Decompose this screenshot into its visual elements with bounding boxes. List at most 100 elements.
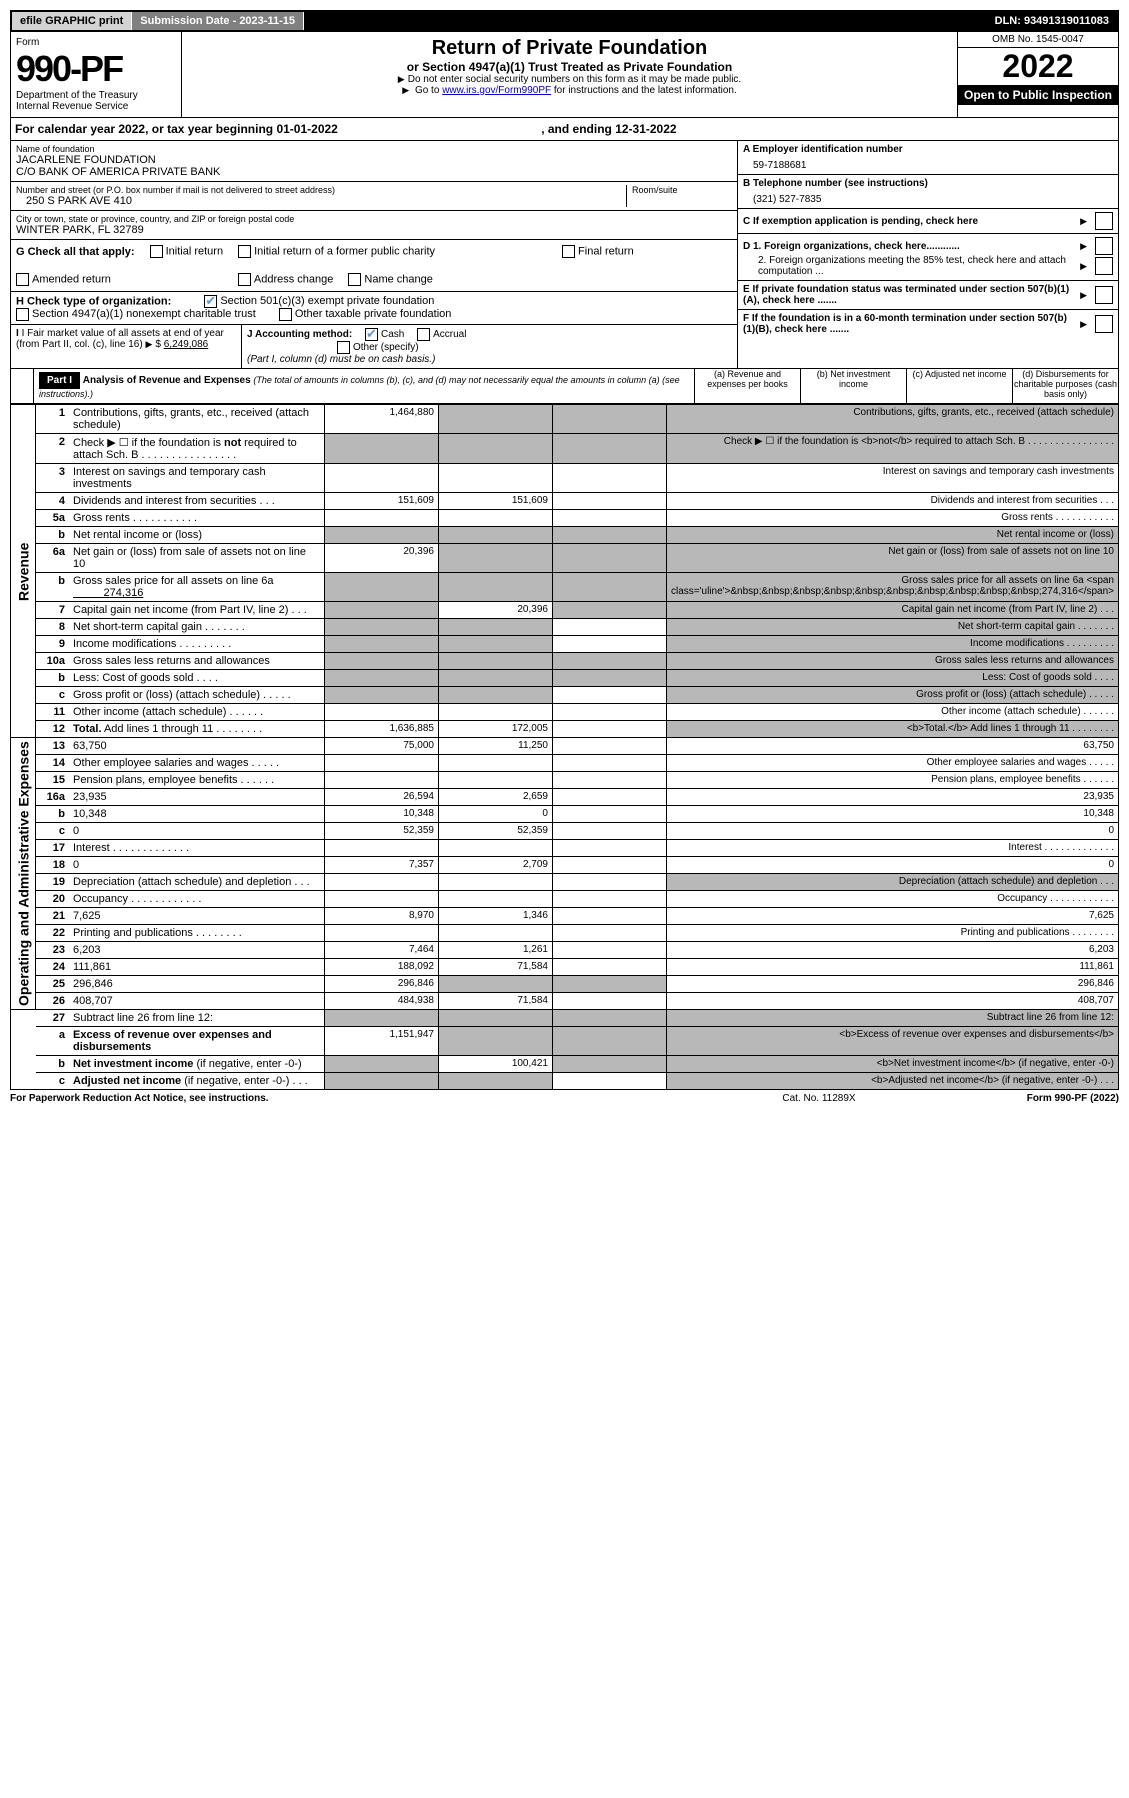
fmv-value: 6,249,086 <box>164 339 209 350</box>
form-number: 990-PF <box>16 48 176 90</box>
amount-cell-a <box>324 670 438 687</box>
table-row: cAdjusted net income (if negative, enter… <box>11 1073 1119 1090</box>
amount-cell-d: Net rental income or (loss) <box>666 527 1118 544</box>
amount-cell-c <box>552 1010 666 1027</box>
amount-cell-c <box>552 1073 666 1090</box>
table-row: 11Other income (attach schedule) . . . .… <box>11 704 1119 721</box>
amount-cell-a: 1,636,885 <box>324 721 438 738</box>
amount-cell-b: 172,005 <box>438 721 552 738</box>
amount-cell-d: Gross rents . . . . . . . . . . . <box>666 510 1118 527</box>
instructions-link[interactable]: www.irs.gov/Form990PF <box>442 85 551 96</box>
amount-cell-d: Income modifications . . . . . . . . . <box>666 636 1118 653</box>
check-initial-former[interactable] <box>238 245 251 258</box>
amount-cell-a <box>324 434 438 464</box>
line-number: 21 <box>36 908 70 925</box>
note-2: Go to www.irs.gov/Form990PF for instruct… <box>187 85 952 96</box>
amount-cell-a: 484,938 <box>324 993 438 1010</box>
table-row: bNet investment income (if negative, ent… <box>11 1056 1119 1073</box>
line-number: 2 <box>36 434 70 464</box>
amount-cell-d: Net gain or (loss) from sale of assets n… <box>666 544 1118 573</box>
table-row: 4Dividends and interest from securities … <box>11 493 1119 510</box>
check-d2[interactable] <box>1095 257 1113 275</box>
check-cash[interactable] <box>365 328 378 341</box>
amount-cell-a <box>324 772 438 789</box>
part1-badge: Part I <box>39 372 80 389</box>
amount-cell-c <box>552 434 666 464</box>
check-c[interactable] <box>1095 212 1113 230</box>
table-row: c052,35952,3590 <box>11 823 1119 840</box>
amount-cell-a: 20,396 <box>324 544 438 573</box>
entity-info: Name of foundation JACARLENE FOUNDATION … <box>10 141 1119 369</box>
amount-cell-b: 71,584 <box>438 959 552 976</box>
line-description: 6,203 <box>69 942 324 959</box>
amount-cell-a: 26,594 <box>324 789 438 806</box>
table-row: 1807,3572,7090 <box>11 857 1119 874</box>
check-4947[interactable] <box>16 308 29 321</box>
check-other-method[interactable] <box>337 341 350 354</box>
line-number: b <box>36 573 70 602</box>
note-1: Do not enter social security numbers on … <box>187 74 952 85</box>
amount-cell-a <box>324 1056 438 1073</box>
amount-cell-c <box>552 687 666 704</box>
check-other-tax[interactable] <box>279 308 292 321</box>
line-number: 1 <box>36 405 70 434</box>
amount-cell-b <box>438 704 552 721</box>
amount-cell-c <box>552 959 666 976</box>
form-label: Form <box>16 37 176 48</box>
table-row: 27Subtract line 26 from line 12:Subtract… <box>11 1010 1119 1027</box>
amount-cell-b <box>438 772 552 789</box>
amount-cell-a: 1,151,947 <box>324 1027 438 1056</box>
table-row: 20Occupancy . . . . . . . . . . . .Occup… <box>11 891 1119 908</box>
check-d1[interactable] <box>1095 237 1113 255</box>
amount-cell-b <box>438 1010 552 1027</box>
line-number: 18 <box>36 857 70 874</box>
check-initial[interactable] <box>150 245 163 258</box>
amount-cell-c <box>552 510 666 527</box>
amount-cell-c <box>552 493 666 510</box>
amount-cell-c <box>552 619 666 636</box>
table-row: 17Interest . . . . . . . . . . . . .Inte… <box>11 840 1119 857</box>
amount-cell-a: 75,000 <box>324 738 438 755</box>
amount-cell-a: 188,092 <box>324 959 438 976</box>
amount-cell-d: Capital gain net income (from Part IV, l… <box>666 602 1118 619</box>
line-number: 14 <box>36 755 70 772</box>
expenses-side-label: Operating and Administrative Expenses <box>11 738 36 1010</box>
check-f[interactable] <box>1095 315 1113 333</box>
line-description: Net rental income or (loss) <box>69 527 324 544</box>
line-number: c <box>36 823 70 840</box>
amount-cell-d: Printing and publications . . . . . . . … <box>666 925 1118 942</box>
check-address[interactable] <box>238 273 251 286</box>
amount-cell-c <box>552 993 666 1010</box>
check-name[interactable] <box>348 273 361 286</box>
amount-cell-a <box>324 636 438 653</box>
line-number: 17 <box>36 840 70 857</box>
amount-cell-d: Other employee salaries and wages . . . … <box>666 755 1118 772</box>
amount-cell-c <box>552 874 666 891</box>
room-label: Room/suite <box>632 185 732 195</box>
table-row: 19Depreciation (attach schedule) and dep… <box>11 874 1119 891</box>
check-e[interactable] <box>1095 286 1113 304</box>
check-accrual[interactable] <box>417 328 430 341</box>
amount-cell-a: 1,464,880 <box>324 405 438 434</box>
amount-cell-c <box>552 976 666 993</box>
amount-cell-a <box>324 755 438 772</box>
section-h: H Check type of organization: Section 50… <box>11 292 737 325</box>
amount-cell-a: 52,359 <box>324 823 438 840</box>
line-description: Dividends and interest from securities .… <box>69 493 324 510</box>
check-final[interactable] <box>562 245 575 258</box>
table-row: 6aNet gain or (loss) from sale of assets… <box>11 544 1119 573</box>
line-description: Less: Cost of goods sold . . . . <box>69 670 324 687</box>
footer-notice: For Paperwork Reduction Act Notice, see … <box>10 1093 719 1104</box>
amount-cell-a <box>324 653 438 670</box>
line-number: 24 <box>36 959 70 976</box>
amount-cell-b <box>438 573 552 602</box>
amount-cell-b <box>438 434 552 464</box>
amount-cell-c <box>552 738 666 755</box>
efile-button[interactable]: efile GRAPHIC print <box>12 12 132 30</box>
check-amended[interactable] <box>16 273 29 286</box>
amount-cell-d: <b>Net investment income</b> (if negativ… <box>666 1056 1118 1073</box>
submission-date: Submission Date - 2023-11-15 <box>132 12 304 30</box>
table-row: 22Printing and publications . . . . . . … <box>11 925 1119 942</box>
table-row: 15Pension plans, employee benefits . . .… <box>11 772 1119 789</box>
check-501c3[interactable] <box>204 295 217 308</box>
